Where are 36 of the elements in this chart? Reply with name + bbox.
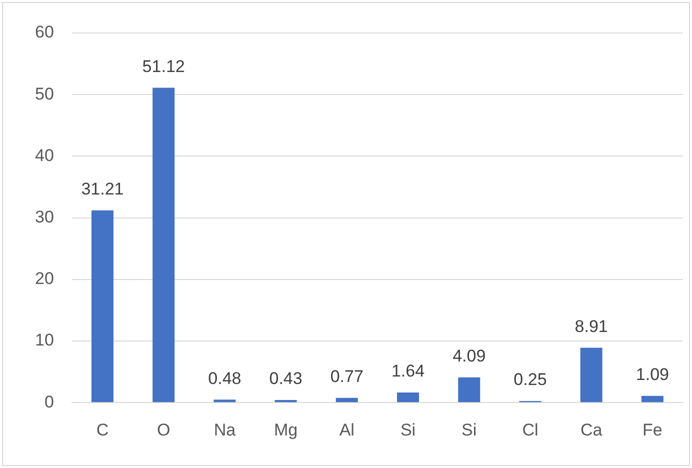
- x-tick-label: Al: [339, 420, 354, 440]
- y-tick-label: 60: [34, 22, 54, 42]
- data-label: 1.64: [391, 362, 425, 381]
- x-tick-label: Mg: [274, 420, 298, 440]
- data-label: 0.25: [514, 370, 547, 390]
- data-label: 8.91: [574, 316, 608, 336]
- x-tick-label: Fe: [642, 420, 662, 440]
- y-tick-label: 10: [34, 330, 54, 350]
- x-tick-label: Cl: [522, 420, 538, 440]
- data-label: 1.09: [636, 365, 669, 384]
- data-label: 4.09: [452, 346, 486, 366]
- y-tick-label: 40: [34, 146, 54, 165]
- data-label: 0.48: [208, 368, 242, 388]
- y-tick-label: 0: [44, 392, 54, 412]
- x-tick-label: Si: [462, 420, 477, 440]
- bar: [580, 348, 602, 402]
- bar: [152, 88, 175, 402]
- bar: [274, 400, 297, 402]
- bar: [641, 396, 664, 402]
- y-tick-label: 30: [34, 207, 54, 226]
- data-label: 31.21: [81, 180, 124, 199]
- x-tick-label: Na: [214, 420, 236, 440]
- x-tick-label: Ca: [580, 420, 603, 440]
- x-tick-label: Si: [400, 420, 416, 440]
- data-label: 51.12: [142, 56, 185, 76]
- y-tick-label: 20: [34, 269, 54, 288]
- data-label: 0.77: [330, 367, 364, 386]
- x-tick-label: C: [96, 420, 109, 440]
- x-tick-label: O: [156, 420, 170, 440]
- bar: [458, 377, 480, 402]
- bar: [91, 210, 114, 402]
- bar: [336, 398, 358, 402]
- y-tick-label: 50: [34, 84, 54, 104]
- bar: [214, 400, 236, 402]
- bar: [397, 392, 420, 402]
- data-label: 0.43: [269, 369, 302, 388]
